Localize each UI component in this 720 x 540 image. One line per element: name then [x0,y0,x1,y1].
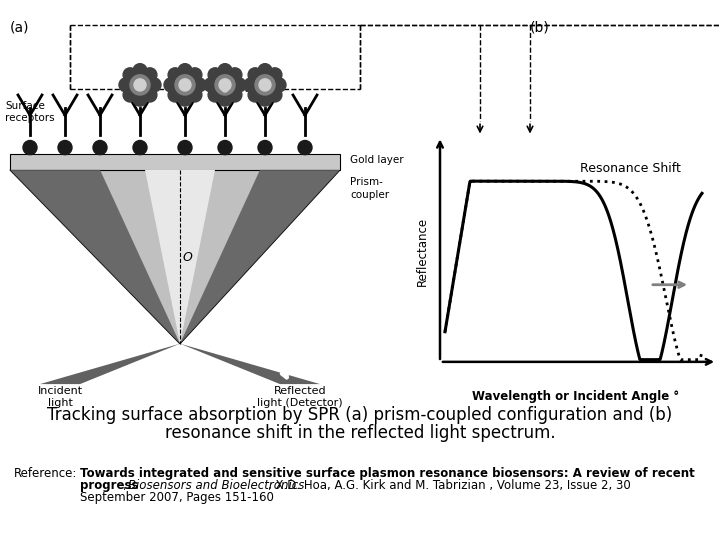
Text: Reflectance: Reflectance [415,217,428,286]
Circle shape [259,79,271,91]
Circle shape [258,64,272,78]
Polygon shape [10,170,340,343]
Circle shape [23,140,37,154]
Circle shape [213,85,221,93]
Circle shape [222,86,228,92]
Circle shape [227,91,235,99]
Circle shape [134,79,146,91]
Circle shape [215,91,223,99]
Circle shape [178,64,192,78]
Circle shape [123,68,137,82]
Text: (b): (b) [530,20,550,34]
Circle shape [119,78,133,92]
Text: ,: , [122,478,126,491]
Circle shape [133,92,147,106]
Text: September 2007, Pages 151-160: September 2007, Pages 151-160 [80,491,274,504]
Circle shape [219,79,231,91]
Circle shape [192,78,206,92]
Circle shape [147,78,161,92]
Polygon shape [40,343,180,384]
Circle shape [227,79,235,87]
Text: Reflected
light (Detector): Reflected light (Detector) [257,386,343,408]
Circle shape [218,92,232,106]
Circle shape [143,68,157,82]
Circle shape [208,68,222,82]
Circle shape [179,79,191,91]
Circle shape [130,75,150,95]
Circle shape [164,78,178,92]
Circle shape [255,75,275,95]
Text: Biosensors and Bioelectronics: Biosensors and Bioelectronics [128,478,305,491]
Circle shape [133,64,147,78]
Text: , X.D. Hoa, A.G. Kirk and M. Tabrizian , Volume 23, Issue 2, 30: , X.D. Hoa, A.G. Kirk and M. Tabrizian ,… [268,478,631,491]
Text: SPW: SPW [130,94,153,104]
Circle shape [133,140,147,154]
Circle shape [248,68,262,82]
Text: Tracking surface absorption by SPR (a) prism-coupled configuration and (b): Tracking surface absorption by SPR (a) p… [48,406,672,424]
Circle shape [218,140,232,154]
Text: Incident
light: Incident light [37,386,83,408]
Text: resonance shift in the reflected light spectrum.: resonance shift in the reflected light s… [165,424,555,442]
Circle shape [178,92,192,106]
Text: Wavelength or Incident Angle °: Wavelength or Incident Angle ° [472,390,680,403]
Circle shape [175,75,195,95]
Circle shape [258,140,272,154]
Polygon shape [10,154,340,170]
Polygon shape [145,170,215,343]
Text: Towards integrated and sensitive surface plasmon resonance biosensors: A review : Towards integrated and sensitive surface… [80,467,695,480]
Circle shape [188,68,202,82]
Text: Analyte: Analyte [240,84,280,94]
Text: Surface
receptors: Surface receptors [5,101,55,123]
Circle shape [272,78,286,92]
Text: coupler: coupler [350,190,389,200]
Circle shape [248,88,262,102]
Circle shape [58,140,72,154]
Polygon shape [180,343,320,384]
Circle shape [93,140,107,154]
Text: Resonance Shift: Resonance Shift [580,161,681,175]
Circle shape [188,88,202,102]
Text: Reference:: Reference: [14,467,77,480]
Text: (a): (a) [10,20,30,34]
Circle shape [244,78,258,92]
Circle shape [268,88,282,102]
Circle shape [178,140,192,154]
Text: Gold layer: Gold layer [350,154,404,165]
Text: Prism-: Prism- [350,177,383,187]
Circle shape [258,92,272,106]
Circle shape [228,88,242,102]
Text: progress: progress [80,478,138,491]
Circle shape [221,93,229,101]
Circle shape [298,140,312,154]
Circle shape [268,68,282,82]
Circle shape [143,88,157,102]
Circle shape [228,68,242,82]
Circle shape [168,88,182,102]
Polygon shape [180,170,340,343]
Text: O: O [182,251,192,264]
Circle shape [168,68,182,82]
Circle shape [208,88,222,102]
Circle shape [215,79,223,87]
Circle shape [218,64,232,78]
Polygon shape [10,170,180,343]
Circle shape [204,78,218,92]
Circle shape [229,85,237,93]
Circle shape [221,77,229,85]
Circle shape [232,78,246,92]
Circle shape [220,84,230,94]
Circle shape [123,88,137,102]
Circle shape [215,75,235,95]
